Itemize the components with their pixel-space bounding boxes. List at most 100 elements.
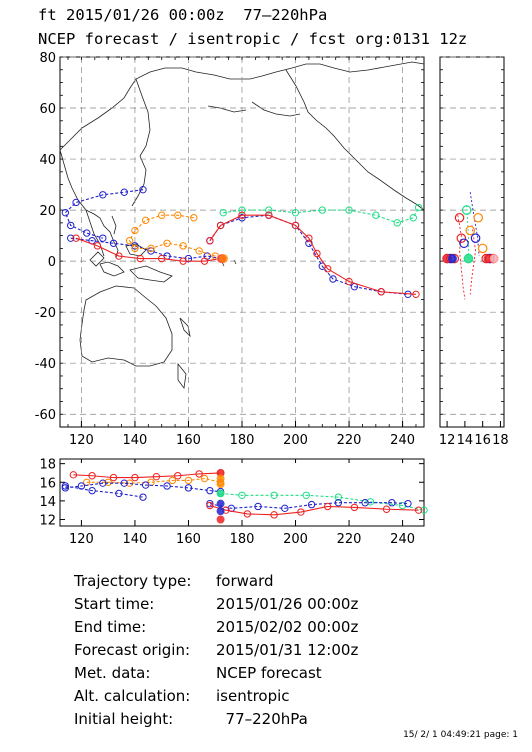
bottom-series-marker — [243, 510, 252, 518]
bottom-start-marker — [216, 480, 225, 489]
bottom-series-marker — [99, 479, 107, 487]
map-series-marker — [163, 239, 171, 247]
map-series-marker — [131, 242, 139, 250]
right-start-marker — [489, 254, 499, 264]
bottom-series-marker — [131, 473, 139, 482]
map-series-marker — [238, 206, 246, 214]
info-value: 2015/02/02 00:00z — [216, 618, 359, 636]
map-tick-label-x: 220 — [337, 433, 362, 448]
bottom-panel: 120 140 160 180 200 220 240 18 16 14 12 — [39, 458, 428, 547]
map-series-marker — [141, 216, 150, 225]
right-tick-label-x: 14 — [457, 433, 474, 448]
right-trace — [466, 204, 469, 259]
map-series-marker — [131, 244, 139, 253]
info-row-alt-calculation: Alt. calculation: isentropic — [74, 687, 290, 705]
info-label: Alt. calculation: — [74, 687, 191, 705]
map-tick-label-x: 200 — [283, 433, 308, 448]
map-tick-label-x: 120 — [69, 433, 94, 448]
bottom-series-marker — [163, 482, 171, 490]
bottom-start-marker — [216, 499, 225, 508]
bottom-tick-label-x: 220 — [337, 532, 362, 547]
map-series-marker — [174, 211, 182, 219]
info-label: Trajectory type: — [74, 572, 192, 590]
bottom-series-line-6 — [209, 504, 419, 516]
bottom-start-marker — [216, 468, 225, 477]
map-tick-label-x: 180 — [230, 433, 255, 448]
map-series-marker — [345, 206, 353, 214]
bottom-ticks: 120 140 160 180 200 220 240 18 16 14 12 — [39, 458, 424, 547]
bottom-series-marker — [350, 503, 359, 512]
map-series-line-5 — [209, 214, 408, 295]
bottom-series-marker — [195, 470, 203, 478]
map-series-marker — [393, 219, 401, 227]
map-series-marker — [200, 257, 209, 265]
info-row-end-time: End time: 2015/02/02 00:00z — [74, 618, 358, 636]
info-row-met-data: Met. data: NCEP forecast — [74, 664, 322, 682]
info-label: End time: — [74, 618, 147, 636]
bottom-series-marker — [168, 476, 177, 485]
right-ticks: 12 14 16 18 — [439, 56, 509, 448]
chart-title: ft 2015/01/26 00:00z 77–220hPa — [38, 6, 328, 24]
bottom-series-marker — [184, 484, 193, 492]
info-value: 77–220hPa — [216, 710, 308, 728]
bottom-series-marker — [270, 511, 278, 519]
bottom-start-marker — [216, 489, 225, 498]
right-points — [442, 192, 499, 300]
info-value: isentropic — [216, 687, 290, 705]
map-series-marker — [115, 252, 123, 260]
coastlines — [59, 61, 425, 390]
bottom-tick-label-y: 16 — [39, 476, 56, 491]
map-tick-label-y: -60 — [35, 408, 56, 423]
bottom-series-line-2 — [65, 482, 221, 493]
map-series-marker — [99, 191, 107, 199]
right-trace — [469, 225, 477, 295]
map-series-marker — [265, 211, 273, 219]
map-series-marker — [377, 288, 385, 296]
right-point — [465, 225, 476, 236]
right-start-marker — [447, 254, 457, 264]
map-series-marker — [195, 247, 203, 255]
map-start-marker — [219, 254, 229, 264]
map-series-marker — [291, 221, 300, 230]
map-series-marker — [158, 254, 166, 263]
map-series-marker — [372, 211, 380, 219]
map-series-line-4 — [223, 207, 420, 224]
map-series-marker — [120, 188, 128, 196]
map-series-marker — [412, 290, 420, 299]
map-series-marker — [99, 234, 107, 242]
map-tick-label-y: -40 — [35, 357, 56, 372]
bottom-tick-label-y: 14 — [39, 495, 56, 510]
bottom-series-marker — [414, 506, 423, 514]
chart-subtitle: NCEP forecast / isentropic / fcst org:01… — [38, 30, 468, 48]
map-series-marker — [158, 211, 166, 219]
map-series-marker — [190, 214, 198, 222]
bottom-series-marker — [382, 505, 391, 513]
map-series-marker — [125, 237, 134, 245]
map-series-marker — [323, 265, 332, 273]
map-series-marker — [238, 211, 246, 219]
info-value: NCEP forecast — [216, 664, 322, 682]
map-series-line-6 — [209, 214, 417, 295]
map-series-marker — [67, 221, 75, 230]
map-series-marker — [329, 275, 337, 283]
bottom-series-marker — [139, 493, 147, 501]
map-series-marker — [313, 249, 321, 258]
bottom-series-marker — [404, 499, 412, 508]
map-series-marker — [265, 206, 273, 214]
bottom-start-marker — [216, 474, 225, 483]
map-tick-label-y: 0 — [48, 255, 56, 270]
map-grid — [60, 56, 424, 427]
footer-timestamp: 15/ 2/ 1 04:49:21 page: 1 — [403, 730, 518, 740]
bottom-tick-label-y: 12 — [39, 513, 56, 528]
bottom-series-marker — [206, 486, 214, 495]
right-frame — [439, 56, 505, 428]
map-series-line-2 — [128, 214, 221, 260]
bottom-series-marker — [141, 481, 150, 489]
map-series-marker — [305, 234, 313, 242]
map-series-line-1 — [70, 237, 221, 260]
info-value: 2015/01/31 12:00z — [216, 641, 359, 659]
bottom-series-marker — [61, 482, 70, 490]
